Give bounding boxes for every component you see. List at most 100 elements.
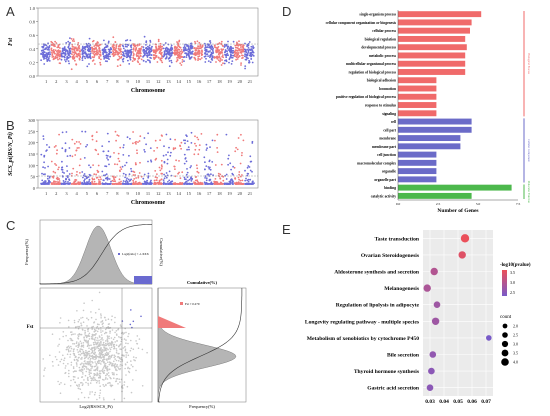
- data-point: [100, 178, 102, 181]
- data-point: [91, 134, 94, 137]
- scatter-point: [111, 372, 114, 374]
- scatter-point: [95, 357, 97, 360]
- data-point: [87, 48, 90, 51]
- data-point: [102, 51, 104, 54]
- data-point: [152, 57, 155, 59]
- data-point: [47, 42, 49, 45]
- data-point: [228, 61, 230, 64]
- data-point: [145, 44, 147, 46]
- data-point: [55, 42, 58, 44]
- data-point: [173, 165, 176, 168]
- data-point: [219, 52, 222, 54]
- scatter-point: [114, 358, 116, 360]
- data-point: [209, 54, 212, 57]
- data-point: [93, 180, 96, 183]
- data-point: [84, 51, 87, 53]
- data-point: [191, 50, 194, 53]
- data-point: [241, 179, 244, 182]
- go-bar: [398, 77, 437, 84]
- data-point: [93, 50, 95, 53]
- chromosome-label: 5: [86, 191, 89, 196]
- data-point: [206, 53, 209, 55]
- scatter-point: [97, 328, 100, 330]
- scatter-point: [77, 377, 79, 379]
- data-point: [225, 133, 228, 136]
- go-term-label: cell: [391, 120, 396, 124]
- data-point: [180, 141, 183, 144]
- data-point: [205, 165, 208, 167]
- y-tick-label: 200: [28, 141, 36, 146]
- scatter-point: [146, 351, 148, 354]
- data-point: [41, 50, 43, 52]
- data-point: [245, 56, 248, 59]
- y-tick-label: 0.8: [29, 20, 35, 25]
- scatter-point: [107, 326, 110, 328]
- scatter-point: [88, 347, 90, 349]
- data-point: [197, 153, 200, 156]
- data-point: [128, 180, 131, 182]
- data-point: [78, 141, 80, 143]
- data-point: [75, 149, 78, 152]
- scatter-point: [72, 378, 75, 381]
- data-point: [44, 53, 47, 56]
- data-point: [132, 174, 135, 176]
- scatter-point: [106, 341, 109, 343]
- scatter-point: [129, 323, 132, 326]
- data-point: [40, 59, 42, 62]
- data-point: [193, 181, 195, 183]
- data-point: [169, 52, 172, 54]
- scatter-point: [99, 372, 102, 375]
- chromosome-label: 15: [187, 191, 192, 196]
- data-point: [98, 56, 101, 59]
- data-point: [68, 173, 71, 175]
- data-point: [214, 178, 217, 180]
- scatter-point: [82, 352, 84, 355]
- scatter-point: [102, 341, 105, 344]
- scatter-point: [99, 344, 102, 346]
- plot-frame: [37, 7, 259, 77]
- count-legend-dot: [501, 349, 509, 357]
- data-point: [78, 50, 81, 53]
- data-point: [61, 47, 64, 50]
- data-point: [170, 59, 173, 62]
- data-point: [228, 154, 230, 157]
- data-point: [190, 44, 193, 47]
- go-bar: [398, 19, 472, 26]
- scatter-point: [100, 315, 102, 317]
- data-point: [55, 164, 58, 166]
- data-point: [75, 63, 78, 66]
- data-point: [125, 182, 128, 185]
- data-point: [54, 52, 56, 55]
- legend-title: -log10(pvalue): [500, 263, 531, 268]
- go-term-label: cellular component organization or bioge…: [326, 21, 397, 25]
- data-point: [198, 47, 201, 50]
- data-point: [160, 53, 162, 56]
- data-point: [211, 183, 213, 185]
- scatter-point: [68, 350, 70, 353]
- data-point: [179, 62, 182, 65]
- scatter-point: [89, 391, 91, 393]
- data-point: [249, 178, 252, 181]
- data-point: [232, 54, 235, 57]
- scatter-point: [81, 384, 84, 387]
- scatter-point: [109, 357, 111, 360]
- data-point: [155, 50, 158, 53]
- scatter-point: [66, 353, 69, 356]
- data-point: [106, 157, 108, 159]
- data-point: [89, 56, 92, 59]
- data-point: [115, 44, 118, 47]
- scatter-point: [81, 371, 84, 374]
- scatter-point: [84, 331, 86, 334]
- data-point: [240, 62, 243, 64]
- data-point: [108, 140, 110, 143]
- data-point: [105, 46, 107, 49]
- scatter-point: [130, 360, 132, 362]
- data-point: [183, 176, 186, 179]
- data-point: [196, 47, 198, 50]
- data-point: [122, 180, 125, 182]
- scatter-point: [79, 348, 82, 350]
- data-point: [116, 65, 119, 67]
- data-point: [148, 50, 151, 53]
- scatter-point: [103, 385, 105, 388]
- scatter-point: [86, 341, 88, 344]
